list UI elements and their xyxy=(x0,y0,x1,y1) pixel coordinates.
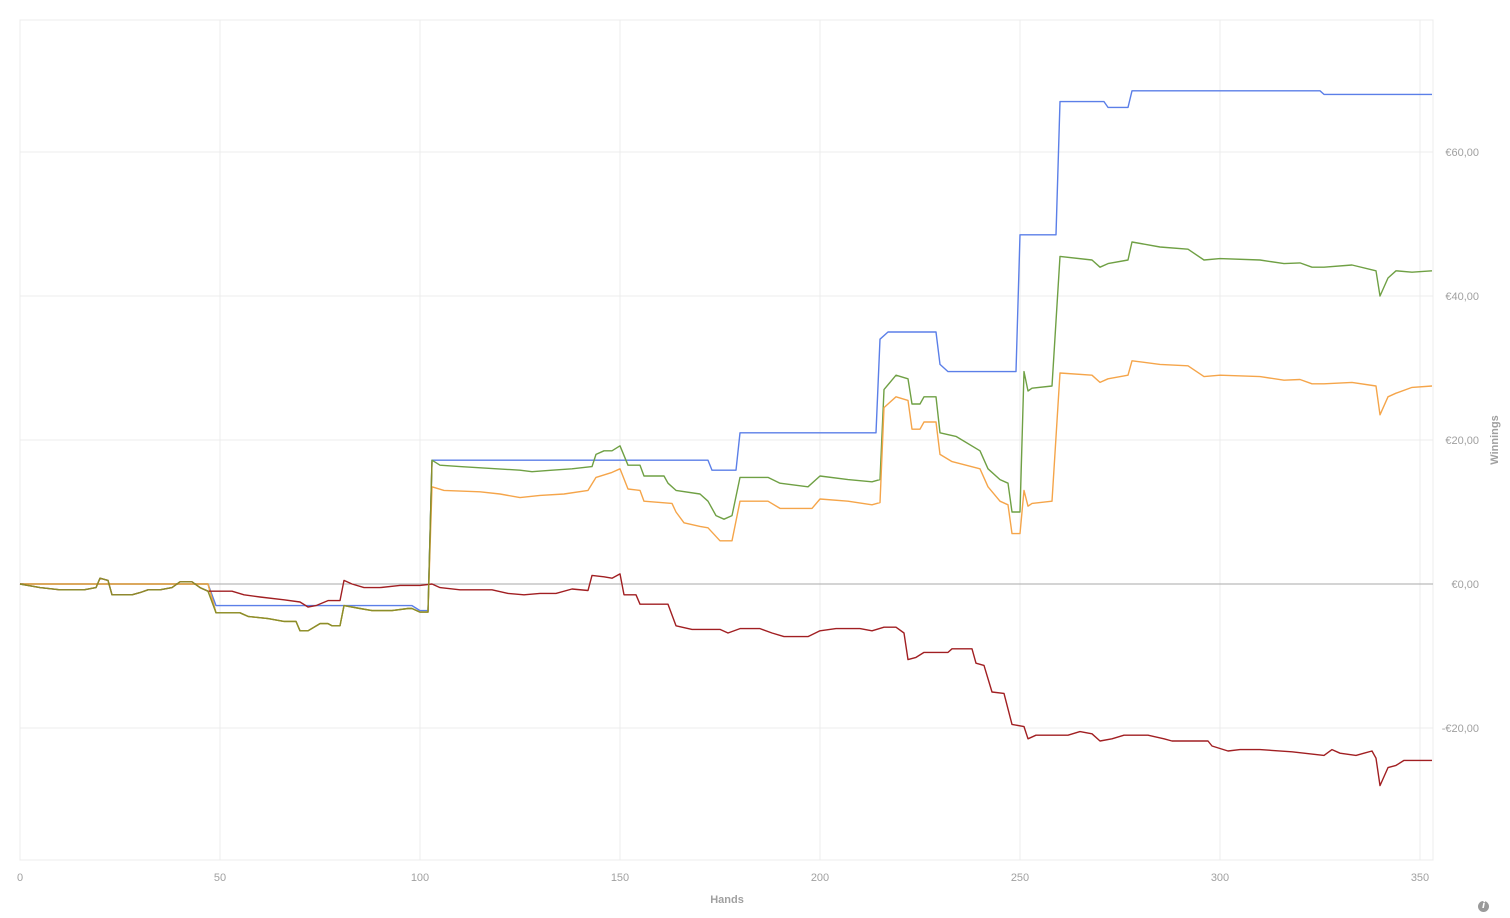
y-tick-label: €0,00 xyxy=(1451,579,1479,591)
series-line-olive xyxy=(19,461,433,632)
series-line-blue xyxy=(20,90,1432,612)
x-tick-label: 300 xyxy=(1211,872,1229,884)
x-tick-label: 100 xyxy=(411,872,429,884)
y-tick-label: €40,00 xyxy=(1445,291,1479,303)
series-lines xyxy=(19,90,1433,787)
y-tick-label: €20,00 xyxy=(1445,435,1479,447)
x-tick-label: 150 xyxy=(611,872,629,884)
x-tick-label: 50 xyxy=(214,872,226,884)
grid-lines xyxy=(19,19,1434,861)
x-tick-label: 350 xyxy=(1411,872,1429,884)
y-tick-label: €60,00 xyxy=(1445,147,1479,159)
x-tick-label: 250 xyxy=(1011,872,1029,884)
x-axis-ticks: 0 50 100 150 200 250 300 350 xyxy=(17,872,1429,884)
y-axis-ticks: -€20,00 €0,00 €20,00 €40,00 €60,00 xyxy=(1442,147,1479,735)
x-tick-label: 200 xyxy=(811,872,829,884)
info-icon[interactable]: i xyxy=(1478,901,1489,912)
series-line-red xyxy=(19,573,1432,787)
y-axis-title: Winnings xyxy=(1489,415,1501,464)
x-axis-title: Hands xyxy=(710,894,744,906)
y-tick-label: -€20,00 xyxy=(1442,723,1479,735)
x-tick-label: 0 xyxy=(17,872,23,884)
